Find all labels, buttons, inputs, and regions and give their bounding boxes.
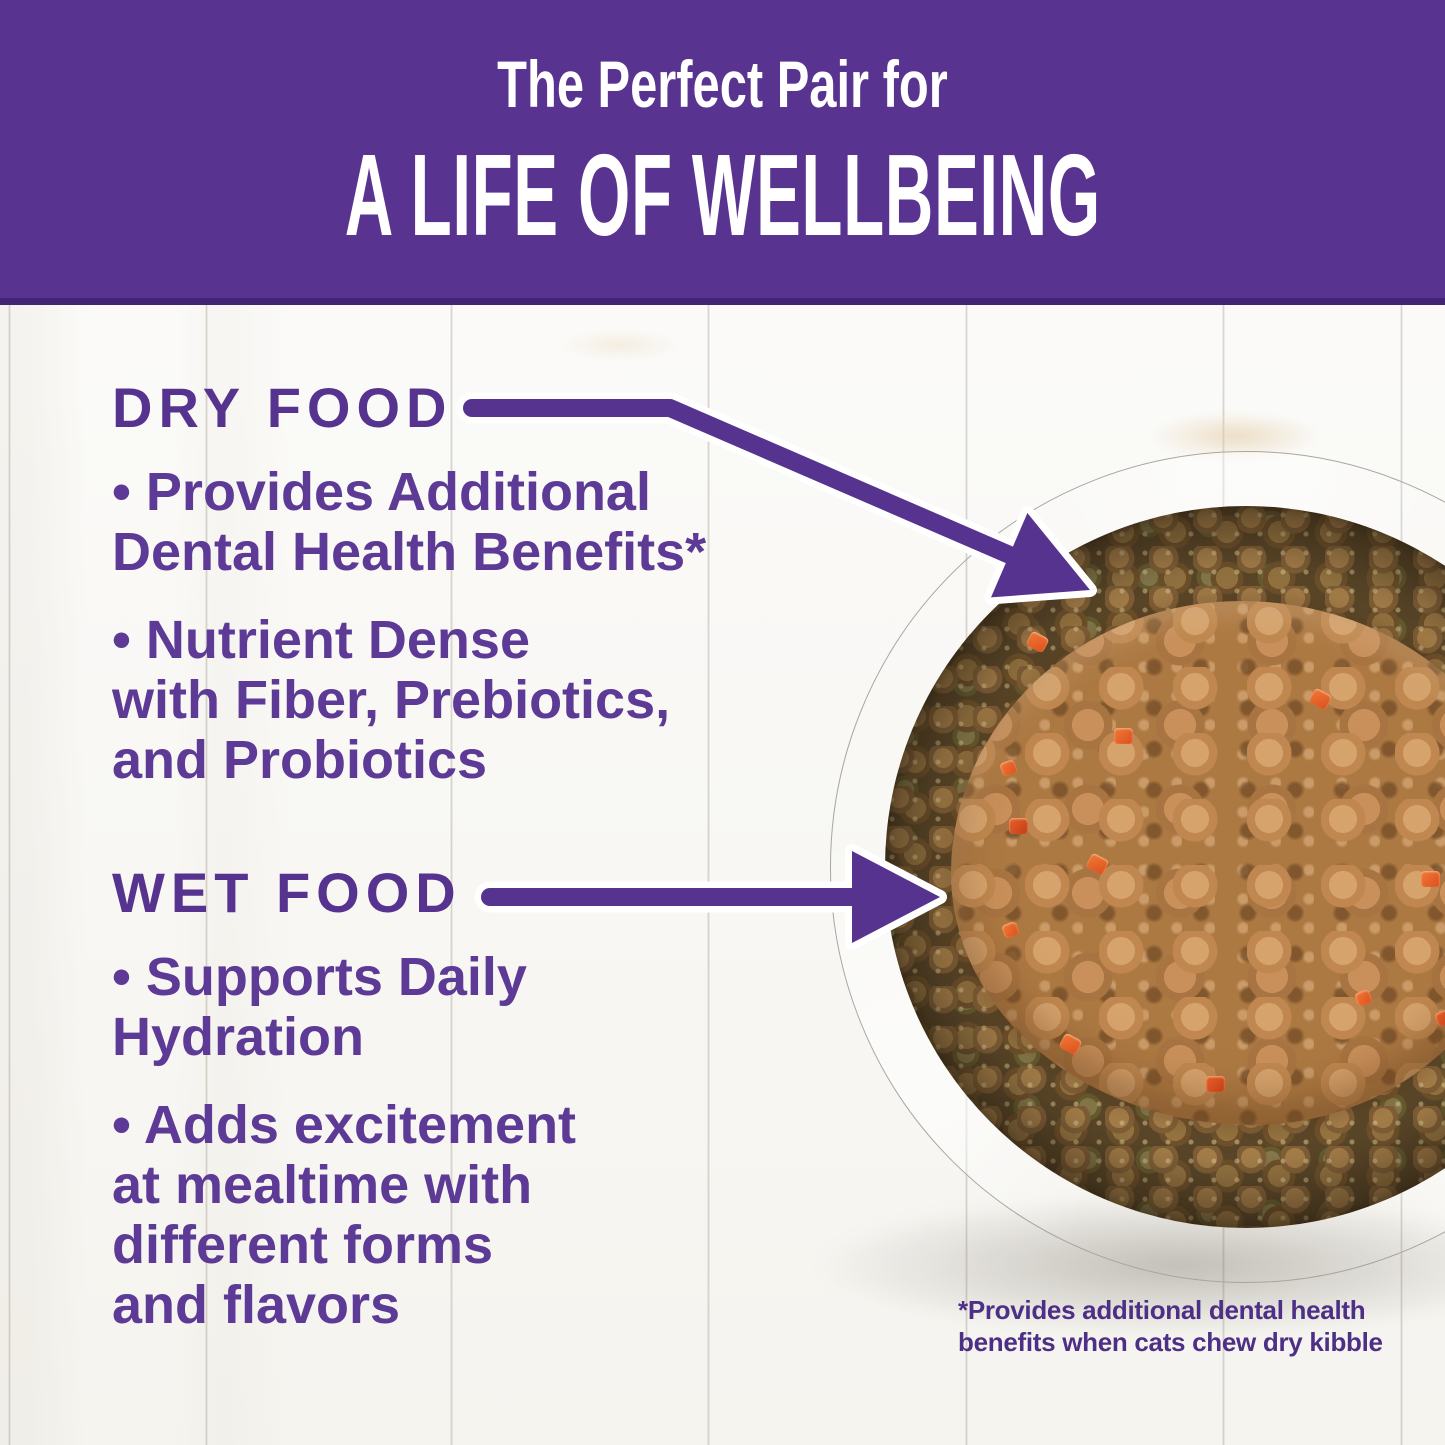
bullet-line: and flavors [112, 1275, 401, 1335]
bullet-line: • Nutrient Dense [112, 610, 530, 670]
footnote: *Provides additional dental health benef… [958, 1294, 1383, 1358]
bullet-line: • Adds excitement [112, 1095, 577, 1155]
wet-food-section: WET FOOD • Supports Daily Hydration • Ad… [112, 861, 576, 1336]
wet-food-heading: WET FOOD [112, 861, 462, 924]
plank-seam [8, 300, 11, 1445]
footnote-line: *Provides additional dental health [958, 1295, 1366, 1325]
paint-smudge [560, 330, 680, 360]
carrot-bit [1421, 871, 1440, 887]
bullet-line: • Provides Additional [112, 462, 651, 522]
carrot-bit [1058, 1032, 1083, 1056]
plank-seam [205, 300, 208, 1445]
bullet-item: • Provides Additional Dental Health Bene… [112, 462, 706, 582]
bullet-item: • Nutrient Dense with Fiber, Prebiotics,… [112, 610, 706, 790]
header-title: A LIFE OF WELLBEING [344, 130, 1101, 260]
carrot-bit [1085, 852, 1110, 876]
bullet-line: Hydration [112, 1007, 365, 1067]
wet-food-bullets: • Supports Daily Hydration • Adds excite… [112, 947, 576, 1335]
dry-food-section: DRY FOOD • Provides Additional Dental He… [112, 376, 706, 791]
bullet-item: • Supports Daily Hydration [112, 947, 576, 1067]
dry-food-heading: DRY FOOD [112, 376, 453, 439]
wet-food-center [951, 601, 1445, 1125]
dry-food-bullets: • Provides Additional Dental Health Bene… [112, 462, 706, 790]
carrot-bit [1434, 1008, 1445, 1028]
header-subtitle: The Perfect Pair for [497, 47, 948, 121]
bullet-line: with Fiber, Prebiotics, [112, 670, 671, 730]
plank-seam [450, 300, 453, 1445]
footnote-line: benefits when cats chew dry kibble [958, 1327, 1383, 1357]
carrot-bit [1009, 818, 1028, 834]
carrot-bit [1354, 988, 1373, 1008]
carrot-bit [1114, 728, 1133, 744]
bullet-line: • Supports Daily [112, 947, 527, 1007]
carrot-bit [1001, 920, 1020, 940]
bullet-line: at mealtime with [112, 1155, 533, 1215]
carrot-bit [999, 758, 1018, 778]
header-banner: The Perfect Pair for A LIFE OF WELLBEING [0, 0, 1445, 305]
bullet-line: and Probiotics [112, 730, 488, 790]
bullet-line: different forms [112, 1215, 494, 1275]
plank-seam [707, 300, 710, 1445]
carrot-bit [1206, 1076, 1225, 1092]
bullet-item: • Adds excitement at mealtime with diffe… [112, 1095, 576, 1335]
bullet-line: Dental Health Benefits* [112, 522, 707, 582]
carrot-bit [1308, 687, 1333, 711]
